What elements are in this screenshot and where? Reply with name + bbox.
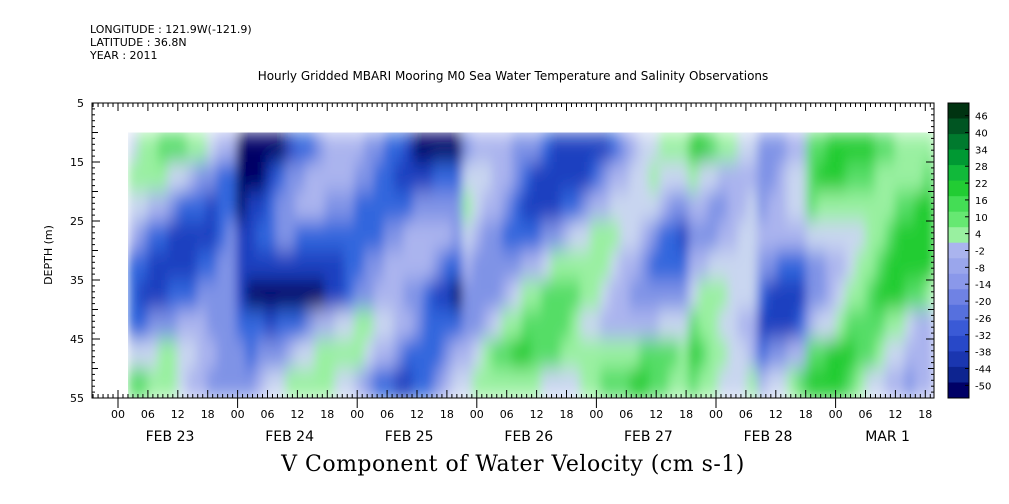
x-hour-tick-label: 00 xyxy=(111,408,125,421)
x-day-label: FEB 25 xyxy=(385,429,434,445)
x-hour-tick-label: 06 xyxy=(739,408,753,421)
x-hour-tick-label: 18 xyxy=(679,408,693,421)
colorbar-swatch xyxy=(948,118,969,135)
latitude-label: LATITUDE : 36.8N xyxy=(90,36,187,49)
x-hour-tick-label: 00 xyxy=(709,408,723,421)
y-tick-label: 25 xyxy=(70,215,84,228)
x-hour-tick-label: 12 xyxy=(171,408,185,421)
x-hour-tick-label: 18 xyxy=(560,408,574,421)
x-hour-tick-label: 18 xyxy=(440,408,454,421)
x-hour-tick-label: 18 xyxy=(320,408,334,421)
colorbar-swatch xyxy=(948,227,969,244)
colorbar-tick-label: -2 xyxy=(975,247,985,258)
colorbar-swatch xyxy=(948,335,969,352)
colorbar-swatch xyxy=(948,196,969,213)
x-day-label: MAR 1 xyxy=(865,429,910,445)
colorbar-tick-label: 4 xyxy=(975,230,981,241)
colorbar-swatch xyxy=(948,165,969,182)
colorbar-swatch xyxy=(948,304,969,321)
colorbar-swatch xyxy=(948,366,969,383)
colorbar-tick-label: 40 xyxy=(975,129,988,140)
colorbar-tick-label: -50 xyxy=(975,381,991,392)
y-tick-label: 15 xyxy=(70,156,84,169)
y-tick-label: 35 xyxy=(70,274,84,287)
colorbar-label: V Component of Water Velocity (cm s-1) xyxy=(281,452,745,477)
x-hour-tick-label: 00 xyxy=(231,408,245,421)
colorbar-tick-label: 46 xyxy=(975,112,988,123)
x-hour-tick-label: 12 xyxy=(410,408,424,421)
colorbar-tick-label: -8 xyxy=(975,263,985,274)
x-day-label: FEB 27 xyxy=(624,429,673,445)
colorbar-swatch xyxy=(948,320,969,337)
y-tick-label: 55 xyxy=(70,392,84,405)
x-hour-tick-label: 12 xyxy=(530,408,544,421)
x-hour-tick-label: 00 xyxy=(829,408,843,421)
x-day-label: FEB 23 xyxy=(146,429,195,445)
chart-title: Hourly Gridded MBARI Mooring M0 Sea Wate… xyxy=(257,69,769,83)
x-hour-tick-label: 00 xyxy=(350,408,364,421)
x-hour-tick-label: 06 xyxy=(380,408,394,421)
colorbar-tick-label: 10 xyxy=(975,213,988,224)
colorbar-swatch xyxy=(948,258,969,275)
heatmap-field xyxy=(128,132,934,398)
colorbar-tick-label: 16 xyxy=(975,196,988,207)
y-tick-label: 45 xyxy=(70,333,84,346)
colorbar-tick-label: 28 xyxy=(975,162,988,173)
x-day-label: FEB 26 xyxy=(504,429,553,445)
x-hour-tick-label: 18 xyxy=(918,408,932,421)
longitude-label: LONGITUDE : 121.9W(-121.9) xyxy=(90,23,252,36)
x-hour-tick-label: 12 xyxy=(290,408,304,421)
x-hour-tick-label: 06 xyxy=(619,408,633,421)
x-hour-tick-label: 12 xyxy=(649,408,663,421)
colorbar-tick-label: -26 xyxy=(975,314,991,325)
x-hour-tick-label: 18 xyxy=(799,408,813,421)
colorbar-tick-label: -32 xyxy=(975,331,991,342)
colorbar-swatch xyxy=(948,180,969,197)
colorbar-tick-label: -14 xyxy=(975,280,991,291)
colorbar-tick-label: 22 xyxy=(975,179,988,190)
y-axis-label: DEPTH (m) xyxy=(42,225,55,285)
x-hour-tick-label: 06 xyxy=(261,408,275,421)
y-axis: 5 15 25 35 45 55 xyxy=(70,97,934,405)
x-hour-tick-label: 06 xyxy=(141,408,155,421)
year-label: YEAR : 2011 xyxy=(90,49,158,62)
x-day-label: FEB 28 xyxy=(744,429,793,445)
x-axis: 00 06 12 18 00 06 12 18 00 06 12 18 00 06 12 18 00 06 12 18… xyxy=(92,103,932,445)
colorbar-tick-label: 34 xyxy=(975,145,988,156)
colorbar-swatch xyxy=(948,134,969,151)
x-hour-tick-label: 12 xyxy=(769,408,783,421)
x-hour-tick-label: 00 xyxy=(470,408,484,421)
colorbar-swatch xyxy=(948,242,969,259)
colorbar-swatch xyxy=(948,289,969,306)
x-day-label: FEB 24 xyxy=(265,429,314,445)
x-hour-tick-label: 06 xyxy=(859,408,873,421)
colorbar-swatch xyxy=(948,149,969,166)
y-tick-label: 5 xyxy=(77,97,84,110)
colorbar-swatch xyxy=(948,211,969,228)
x-hour-tick-label: 00 xyxy=(589,408,603,421)
colorbar-tick-label: -20 xyxy=(975,297,991,308)
colorbar-swatch xyxy=(948,382,969,399)
colorbar-swatch xyxy=(948,103,969,119)
colorbar-tick-label: -38 xyxy=(975,348,991,359)
x-hour-tick-label: 06 xyxy=(500,408,514,421)
x-hour-tick-label: 12 xyxy=(888,408,902,421)
colorbar: 46 40 34 28 22 16 10 4 -2 -8 -14 -20 -26 -32 -38 -44 -50 xyxy=(947,102,991,399)
colorbar-swatch xyxy=(948,273,969,290)
colorbar-tick-label: -44 xyxy=(975,365,991,376)
colorbar-swatch xyxy=(948,351,969,368)
x-hour-tick-label: 18 xyxy=(201,408,215,421)
